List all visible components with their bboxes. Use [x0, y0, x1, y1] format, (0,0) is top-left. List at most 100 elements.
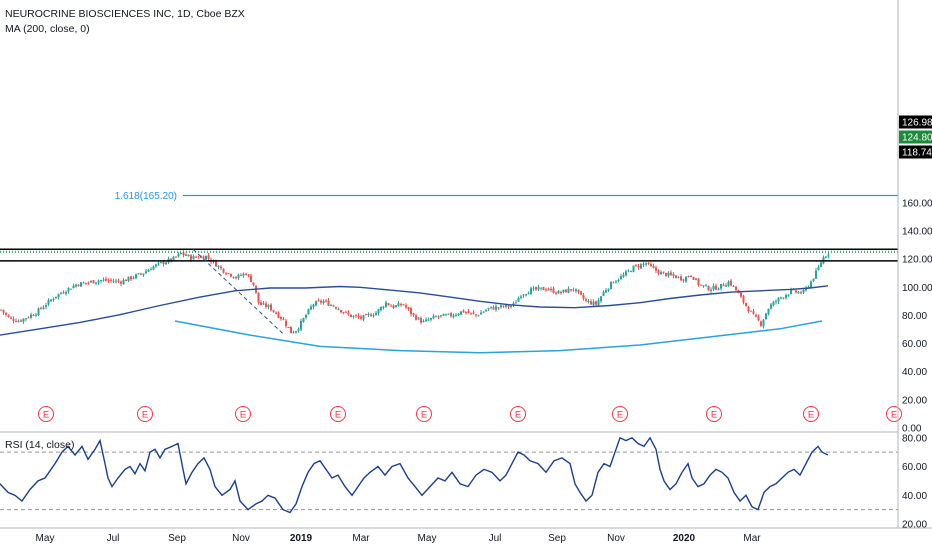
- candle-body[interactable]: [95, 282, 97, 284]
- candle[interactable]: [352, 315, 355, 319]
- candle[interactable]: [660, 270, 662, 275]
- candle[interactable]: [612, 281, 615, 284]
- candle-body[interactable]: [500, 305, 502, 307]
- candle-body[interactable]: [540, 287, 542, 289]
- candle-body[interactable]: [785, 295, 787, 298]
- candle[interactable]: [57, 293, 60, 300]
- candle-body[interactable]: [655, 267, 657, 271]
- candle-body[interactable]: [270, 304, 272, 311]
- candle-body[interactable]: [230, 273, 232, 277]
- candle-body[interactable]: [192, 256, 195, 260]
- candle[interactable]: [787, 294, 790, 297]
- candle-body[interactable]: [460, 311, 462, 315]
- candle[interactable]: [715, 283, 717, 291]
- candle-body[interactable]: [372, 315, 375, 317]
- candle-body[interactable]: [537, 287, 540, 290]
- candle-body[interactable]: [797, 291, 800, 294]
- candle-body[interactable]: [172, 256, 175, 261]
- candle-body[interactable]: [567, 288, 570, 293]
- candle[interactable]: [47, 298, 50, 307]
- candle-body[interactable]: [815, 270, 817, 279]
- candle[interactable]: [447, 313, 450, 315]
- candle-body[interactable]: [280, 316, 282, 319]
- candle-body[interactable]: [795, 290, 797, 293]
- candle[interactable]: [220, 264, 222, 271]
- candle[interactable]: [140, 272, 142, 276]
- candle-body[interactable]: [350, 314, 352, 318]
- candle-body[interactable]: [582, 295, 585, 299]
- candle[interactable]: [275, 311, 277, 315]
- candle-body[interactable]: [7, 315, 10, 317]
- candle-body[interactable]: [695, 278, 697, 280]
- candle[interactable]: [560, 290, 562, 295]
- candle-body[interactable]: [730, 280, 732, 286]
- candle-body[interactable]: [762, 319, 765, 327]
- candle[interactable]: [122, 278, 125, 285]
- candle[interactable]: [400, 302, 402, 307]
- candle[interactable]: [160, 261, 162, 264]
- candle-body[interactable]: [12, 318, 15, 321]
- candle-body[interactable]: [390, 305, 392, 307]
- candle-body[interactable]: [425, 319, 427, 321]
- candle-body[interactable]: [182, 252, 185, 256]
- candle-body[interactable]: [520, 296, 522, 298]
- candle-body[interactable]: [117, 280, 120, 282]
- candle[interactable]: [222, 268, 225, 274]
- candle[interactable]: [265, 301, 267, 309]
- candle[interactable]: [402, 303, 405, 306]
- candle-body[interactable]: [812, 278, 815, 281]
- candle[interactable]: [117, 278, 120, 284]
- candle[interactable]: [652, 263, 655, 269]
- candle-body[interactable]: [35, 314, 37, 316]
- candle[interactable]: [65, 290, 67, 296]
- candle-body[interactable]: [747, 306, 750, 312]
- candle-body[interactable]: [647, 263, 650, 265]
- candle[interactable]: [487, 307, 490, 311]
- candle-body[interactable]: [800, 292, 802, 294]
- candle-body[interactable]: [112, 281, 115, 283]
- candle[interactable]: [775, 299, 777, 305]
- candle-body[interactable]: [80, 282, 82, 287]
- candle[interactable]: [425, 317, 427, 323]
- candle-body[interactable]: [530, 288, 532, 295]
- candle-body[interactable]: [772, 301, 775, 306]
- candle[interactable]: [710, 287, 712, 294]
- candle[interactable]: [470, 312, 472, 316]
- candle-body[interactable]: [222, 268, 225, 273]
- candle-body[interactable]: [252, 282, 255, 286]
- candle-body[interactable]: [435, 316, 437, 318]
- candle-body[interactable]: [90, 280, 92, 283]
- candle[interactable]: [782, 297, 785, 300]
- candle-body[interactable]: [65, 292, 67, 294]
- candle-body[interactable]: [237, 274, 240, 278]
- candle[interactable]: [725, 283, 727, 287]
- candle[interactable]: [390, 304, 392, 307]
- candle[interactable]: [387, 302, 390, 306]
- candle[interactable]: [820, 261, 822, 268]
- candle-body[interactable]: [700, 284, 702, 286]
- candle-body[interactable]: [437, 316, 440, 318]
- candle[interactable]: [22, 318, 25, 324]
- candle-body[interactable]: [677, 276, 680, 278]
- candle[interactable]: [562, 289, 565, 294]
- candle-body[interactable]: [307, 309, 310, 315]
- candle[interactable]: [480, 310, 482, 315]
- candle[interactable]: [207, 252, 210, 261]
- candle[interactable]: [147, 268, 150, 272]
- candle[interactable]: [287, 326, 290, 329]
- candle[interactable]: [532, 285, 535, 291]
- candle[interactable]: [582, 292, 585, 301]
- candle-body[interactable]: [205, 255, 207, 260]
- candle[interactable]: [450, 311, 452, 318]
- candle[interactable]: [597, 297, 600, 306]
- candle-body[interactable]: [702, 285, 705, 287]
- candle-body[interactable]: [472, 312, 475, 314]
- candle[interactable]: [312, 303, 315, 310]
- candle-body[interactable]: [185, 254, 187, 256]
- candle-body[interactable]: [250, 275, 252, 282]
- candle[interactable]: [165, 261, 167, 265]
- candle-body[interactable]: [715, 285, 717, 290]
- candle[interactable]: [640, 262, 642, 270]
- candle[interactable]: [672, 272, 675, 279]
- candle[interactable]: [407, 306, 410, 311]
